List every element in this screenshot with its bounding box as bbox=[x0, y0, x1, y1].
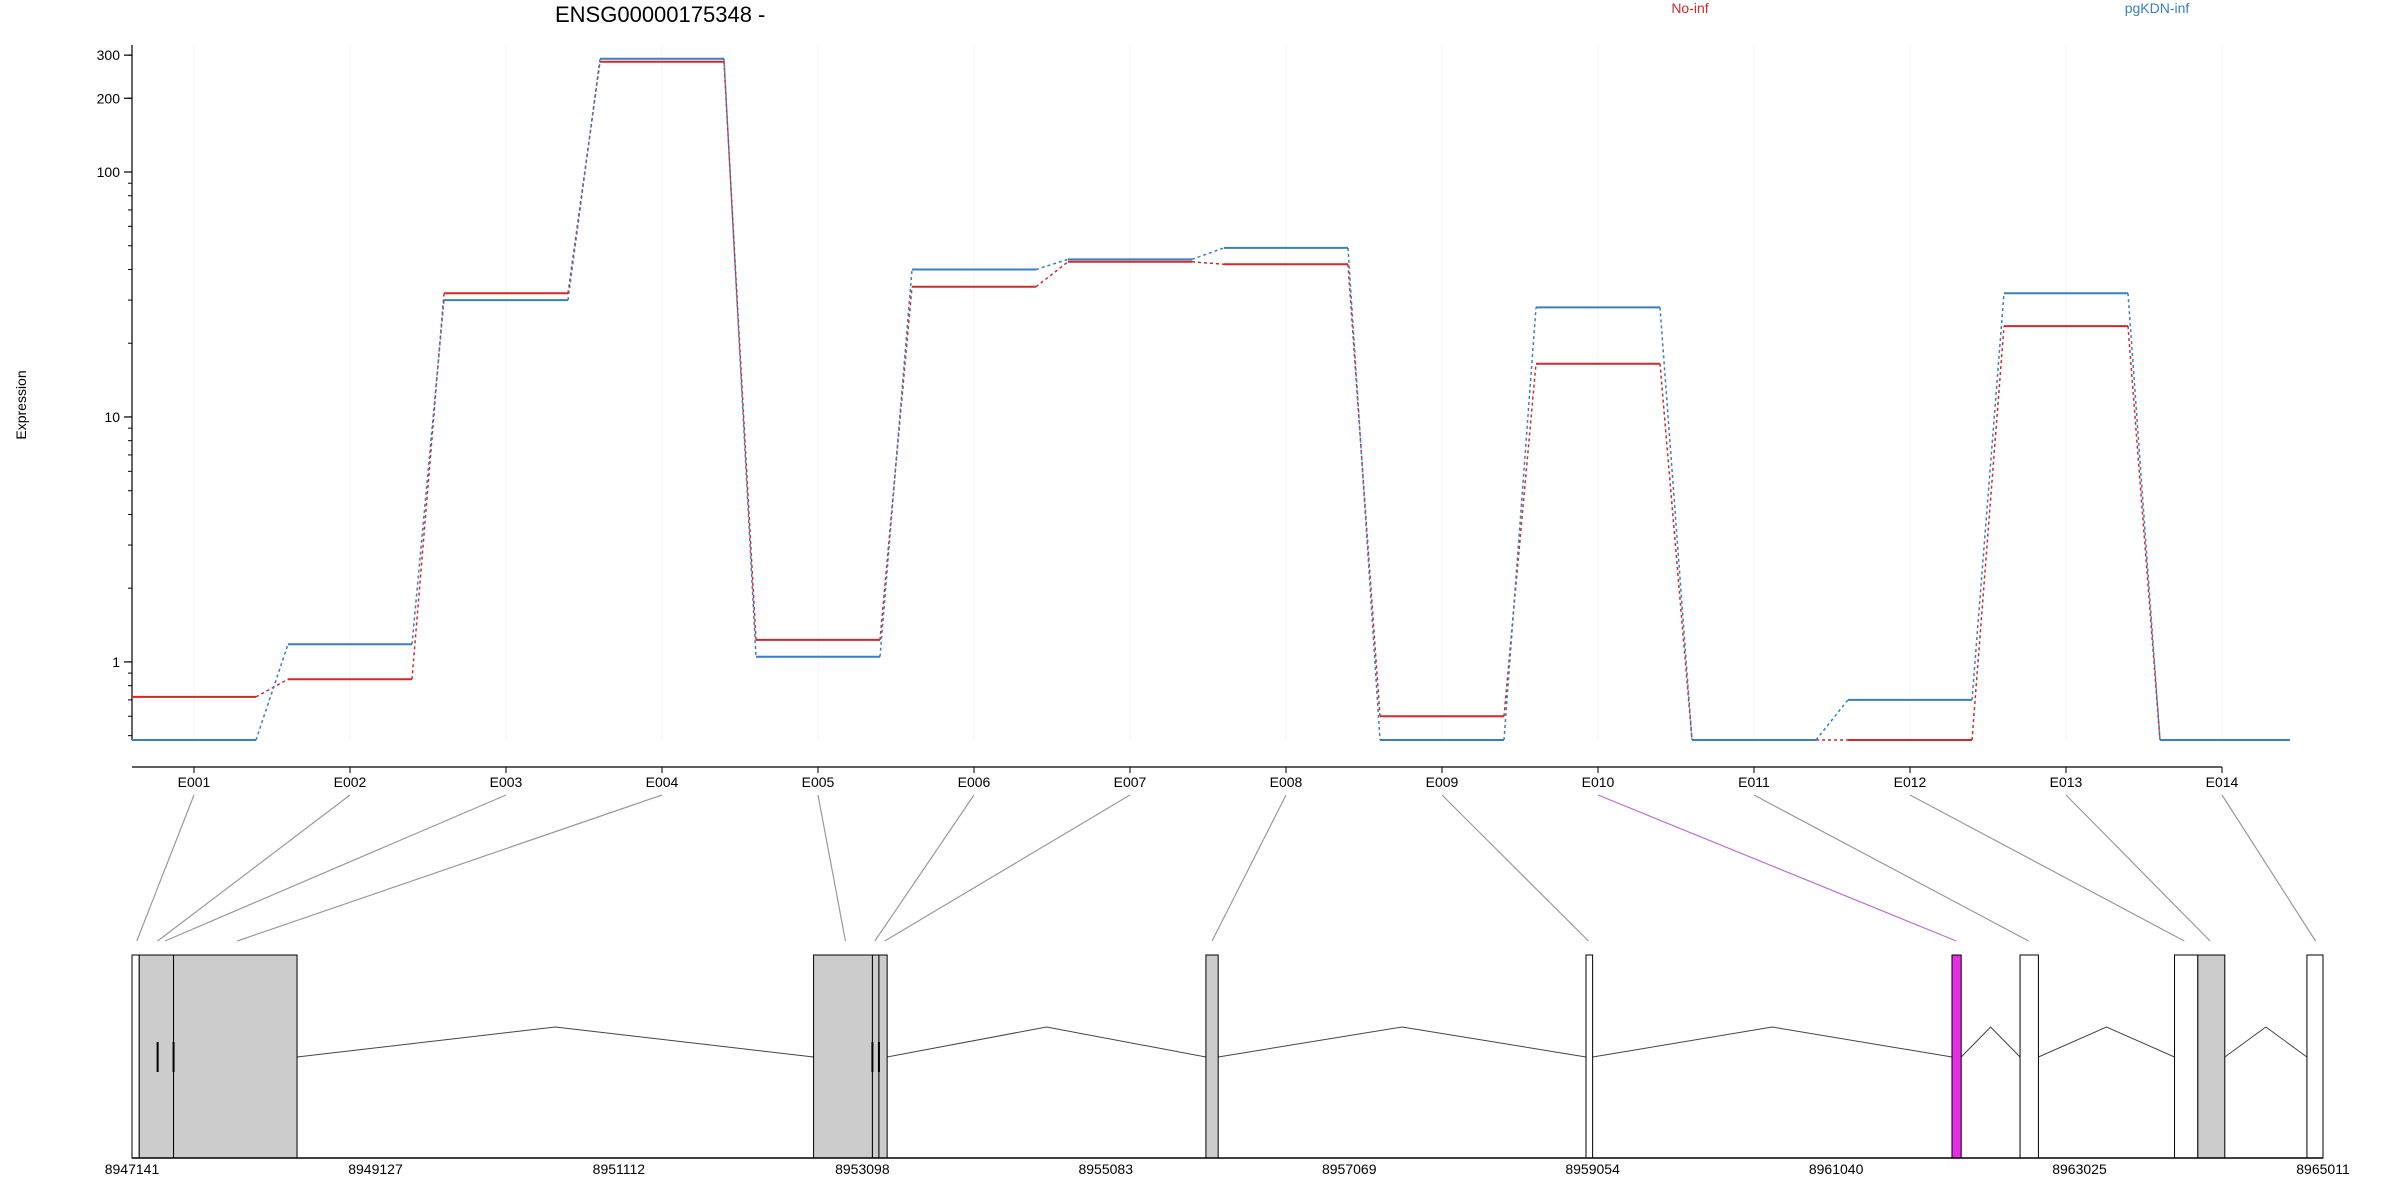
connector-e008 bbox=[1211, 794, 1287, 942]
coord-tick-label: 8949127 bbox=[348, 1161, 403, 1177]
x-tick-label-e008: E008 bbox=[1270, 774, 1303, 790]
intron bbox=[2038, 1026, 2175, 1058]
step-pgkdn-inf bbox=[567, 58, 601, 301]
coord-tick-label: 8951112 bbox=[593, 1161, 646, 1177]
coord-tick-label: 8965011 bbox=[2296, 1161, 2350, 1177]
y-tick-label: 100 bbox=[97, 164, 121, 180]
x-tick-label-e011: E011 bbox=[1738, 774, 1770, 790]
x-tick-label-e009: E009 bbox=[1426, 774, 1459, 790]
coord-tick-label: 8961040 bbox=[1809, 1161, 1864, 1177]
intron bbox=[1592, 1026, 1953, 1058]
step-pgkdn-inf bbox=[1659, 307, 1693, 741]
connector-e002 bbox=[157, 794, 351, 942]
y-axis: 1 10 100 200 300 bbox=[97, 45, 133, 740]
step-no-inf bbox=[1971, 326, 2005, 741]
exon-block bbox=[2197, 954, 2226, 1159]
connector-e010 bbox=[1597, 794, 1957, 942]
intron bbox=[1960, 1026, 2021, 1058]
x-tick-label-e013: E013 bbox=[2050, 774, 2083, 790]
series-no-inf bbox=[132, 60, 2290, 741]
chart-title: ENSG00000175348 - bbox=[555, 2, 765, 27]
connector-e012 bbox=[1909, 794, 2185, 942]
intron bbox=[2224, 1026, 2308, 1058]
exon-block bbox=[813, 954, 873, 1159]
connector-e004 bbox=[237, 794, 663, 942]
connector-e013 bbox=[2065, 794, 2211, 942]
x-tick-label-e014: E014 bbox=[2206, 774, 2239, 790]
step-no-inf bbox=[1035, 261, 1069, 288]
x-tick-label-e001: E001 bbox=[178, 774, 211, 790]
step-pgkdn-inf bbox=[411, 300, 445, 645]
step-no-inf bbox=[723, 61, 757, 640]
step-no-inf bbox=[255, 678, 289, 698]
step-no-inf bbox=[1191, 261, 1225, 266]
exon-block bbox=[1951, 954, 1962, 1159]
step-no-inf bbox=[1659, 363, 1693, 741]
series-layer bbox=[132, 57, 2290, 741]
exon-block bbox=[1205, 954, 1219, 1159]
connector-e006 bbox=[874, 794, 975, 942]
connector-e001 bbox=[136, 794, 195, 942]
step-pgkdn-inf bbox=[723, 58, 757, 657]
coord-tick-label: 8953098 bbox=[835, 1161, 890, 1177]
exon-connectors bbox=[136, 794, 2317, 942]
intron bbox=[296, 1026, 814, 1058]
legend-entry-no-inf: No-inf bbox=[1671, 0, 1708, 16]
exon-block bbox=[2174, 954, 2199, 1159]
genomic-coordinate-axis: 8947141 8949127 8951112 8953098 8955083 89570… bbox=[105, 1157, 2350, 1177]
step-pgkdn-inf bbox=[1503, 307, 1537, 741]
y-tick-label: 300 bbox=[97, 47, 121, 63]
exon-block bbox=[2019, 954, 2039, 1159]
exon-block bbox=[131, 954, 140, 1159]
step-pgkdn-inf bbox=[1191, 247, 1225, 261]
coord-tick-label: 8959054 bbox=[1565, 1161, 1620, 1177]
x-tick-label-e010: E010 bbox=[1582, 774, 1615, 790]
step-pgkdn-inf bbox=[1815, 699, 1849, 741]
exon-block bbox=[2306, 954, 2324, 1159]
y-axis-label: Expression bbox=[13, 370, 29, 439]
connector-e014 bbox=[2221, 794, 2317, 942]
coord-tick-label: 8955083 bbox=[1078, 1161, 1133, 1177]
connector-e007 bbox=[884, 794, 1131, 942]
y-tick-label: 10 bbox=[104, 409, 120, 425]
connector-e011 bbox=[1753, 794, 2029, 942]
coord-tick-label: 8947141 bbox=[105, 1161, 160, 1177]
x-tick-label-e006: E006 bbox=[958, 774, 991, 790]
step-pgkdn-inf bbox=[255, 644, 289, 741]
exon-block bbox=[1585, 954, 1594, 1159]
step-pgkdn-inf bbox=[1347, 247, 1381, 741]
step-pgkdn-inf bbox=[1035, 258, 1069, 271]
legend-entry-pgkdn-inf: pgKDN-inf bbox=[2125, 0, 2190, 16]
x-tick-label-e005: E005 bbox=[802, 774, 835, 790]
step-no-inf bbox=[411, 293, 445, 680]
grid-lines bbox=[193, 45, 2223, 740]
x-tick-label-e003: E003 bbox=[490, 774, 523, 790]
series-pgkdn-inf bbox=[132, 57, 2290, 741]
gene-model bbox=[131, 954, 2324, 1159]
x-tick-label-e012: E012 bbox=[1894, 774, 1927, 790]
step-pgkdn-inf bbox=[879, 269, 913, 657]
x-axis: E001 E002 E003 E004 E005 E006 E007 E008 E009 E010… bbox=[132, 766, 2239, 790]
exon-block bbox=[878, 954, 888, 1159]
step-no-inf bbox=[879, 286, 913, 640]
y-tick-label: 1 bbox=[112, 654, 120, 670]
intron bbox=[1218, 1026, 1587, 1058]
x-tick-label-e002: E002 bbox=[334, 774, 367, 790]
step-pgkdn-inf bbox=[2127, 293, 2161, 741]
exon-block bbox=[173, 954, 298, 1159]
exon-block bbox=[138, 954, 175, 1159]
connector-e003 bbox=[164, 794, 507, 942]
coord-tick-label: 8963025 bbox=[2052, 1161, 2107, 1177]
intron bbox=[887, 1026, 1207, 1058]
step-no-inf bbox=[1503, 363, 1537, 717]
connector-e009 bbox=[1441, 794, 1589, 942]
x-tick-label-e007: E007 bbox=[1114, 774, 1147, 790]
y-tick-label: 200 bbox=[97, 90, 121, 106]
x-tick-label-e004: E004 bbox=[646, 774, 679, 790]
coord-tick-label: 8957069 bbox=[1322, 1161, 1377, 1177]
connector-e005 bbox=[817, 794, 847, 942]
step-no-inf bbox=[567, 61, 601, 294]
step-pgkdn-inf bbox=[1971, 293, 2005, 700]
